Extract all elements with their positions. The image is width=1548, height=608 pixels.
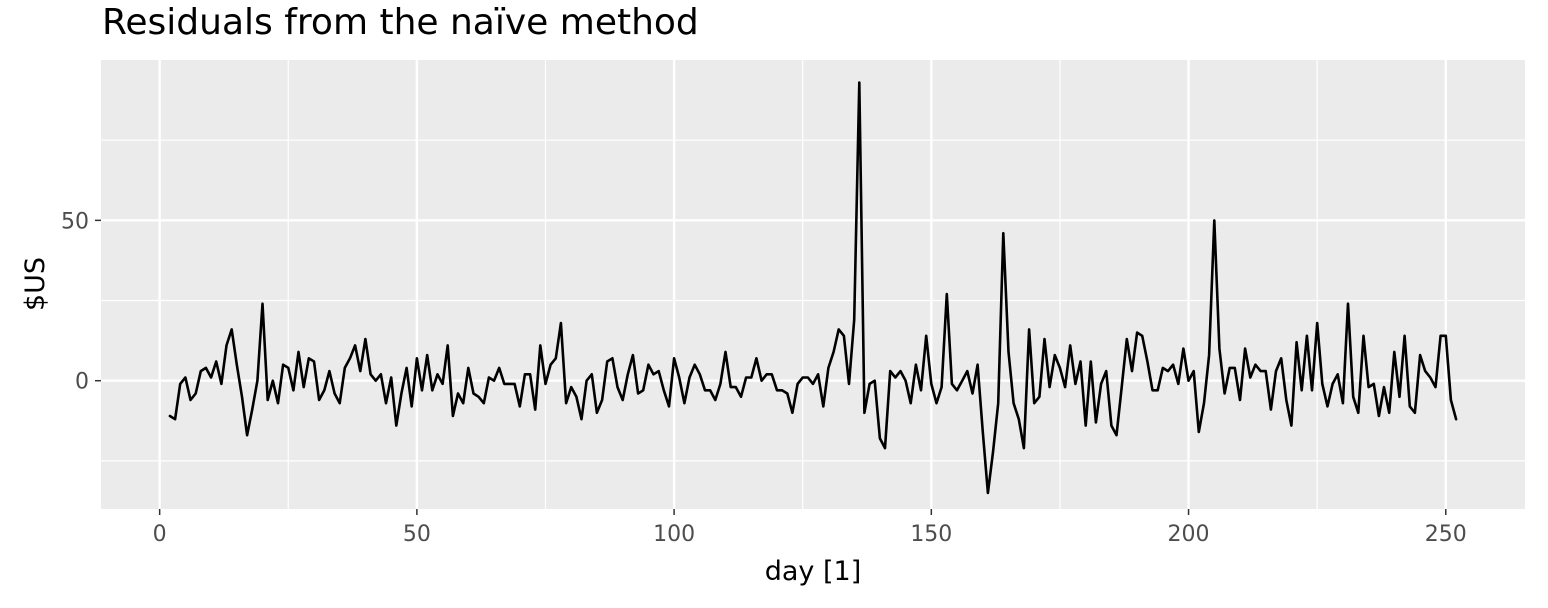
y-axis-title: $US — [20, 257, 51, 311]
data-layer — [168, 81, 1458, 495]
x-tick-label: 250 — [1425, 522, 1467, 547]
major-grid — [101, 60, 1525, 509]
x-tick-label: 50 — [403, 522, 431, 547]
chart-title: Residuals from the naïve method — [102, 2, 699, 43]
x-tick-label: 150 — [910, 522, 952, 547]
y-tick-label: 0 — [75, 370, 89, 395]
x-tick-label: 200 — [1168, 522, 1210, 547]
minor-grid — [101, 60, 1525, 509]
x-tick-label: 0 — [153, 522, 167, 547]
y-tick-label: 50 — [61, 209, 89, 234]
y-axis: 0 50 — [61, 209, 101, 395]
x-axis: 0 50 100 150 200 250 — [153, 509, 1467, 547]
x-axis-title: day [1] — [765, 556, 862, 587]
series-line — [168, 81, 1458, 495]
plot-panel — [101, 60, 1525, 509]
x-tick-label: 100 — [653, 522, 695, 547]
